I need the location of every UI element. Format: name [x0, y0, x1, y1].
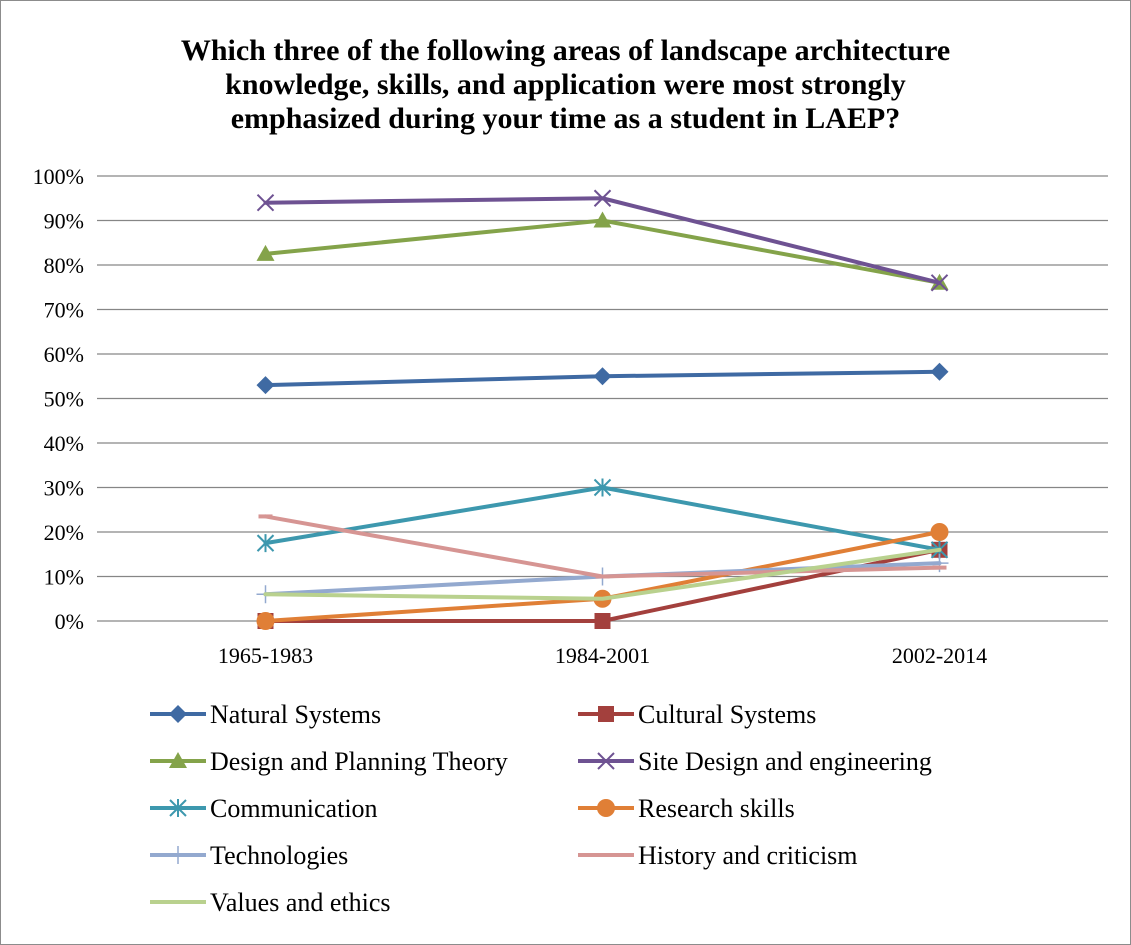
data-point-site-design-and-engineering [930, 274, 949, 292]
y-tick-label: 80% [44, 253, 84, 278]
data-point-site-design-and-engineering [593, 189, 612, 207]
series-line-values-and-ethics [263, 547, 942, 601]
legend-marker-natural-systems [169, 705, 187, 723]
chart-title-line-2: knowledge, skills, and application were … [225, 68, 906, 101]
series-line-site-design-and-engineering [263, 196, 942, 285]
legend-label-history-and-criticism: History and criticism [638, 841, 858, 870]
legend-marker-research-skills [597, 799, 615, 817]
x-tick-label: 2002-2014 [892, 643, 987, 668]
legend-label-design-and-planning-theory: Design and Planning Theory [210, 747, 508, 776]
y-tick-label: 60% [44, 342, 84, 367]
legend-label-research-skills: Research skills [638, 794, 795, 823]
chart-title-line-1: Which three of the following areas of la… [180, 34, 951, 67]
legend-label-natural-systems: Natural Systems [210, 700, 381, 729]
data-point-design-and-planning-theory [593, 211, 612, 228]
data-point-communication [256, 534, 275, 553]
y-tick-label: 40% [44, 431, 84, 456]
legend-marker-cultural-systems [598, 706, 614, 722]
y-tick-label: 0% [55, 609, 84, 634]
y-tick-label: 50% [44, 387, 84, 412]
legend-label-cultural-systems: Cultural Systems [638, 700, 816, 729]
data-point-research-skills [256, 612, 275, 630]
legend-marker-technologies [169, 846, 187, 864]
legend-label-communication: Communication [210, 794, 378, 823]
y-tick-label: 70% [44, 298, 84, 323]
data-point-natural-systems [593, 367, 612, 386]
legend-marker-communication [169, 799, 187, 817]
data-point-natural-systems [256, 376, 275, 395]
series-line-communication [263, 485, 942, 552]
x-tick-label: 1965-1983 [218, 643, 313, 668]
data-point-natural-systems [930, 362, 949, 381]
data-point-research-skills [930, 523, 949, 541]
legend-label-technologies: Technologies [210, 841, 348, 870]
data-point-cultural-systems [594, 613, 611, 629]
series-line-design-and-planning-theory [263, 218, 942, 285]
data-point-site-design-and-engineering [256, 193, 275, 212]
x-tick-label: 1984-2001 [555, 643, 650, 668]
legend-marker-site-design-and-engineering [597, 752, 615, 770]
chart-title-line-3: emphasized during your time as a student… [230, 102, 901, 135]
y-tick-label: 10% [44, 565, 84, 590]
data-point-design-and-planning-theory [256, 244, 275, 261]
chart-title: Which three of the following areas of la… [0, 34, 1131, 136]
y-tick-label: 30% [44, 476, 84, 501]
legend-label-values-and-ethics: Values and ethics [210, 888, 391, 917]
legend-label-site-design-and-engineering: Site Design and engineering [638, 747, 932, 776]
y-tick-label: 100% [33, 164, 84, 189]
y-tick-label: 20% [44, 520, 84, 545]
data-point-communication [593, 478, 612, 497]
legend-marker-design-and-planning-theory [169, 752, 187, 768]
y-tick-label: 90% [44, 209, 84, 234]
